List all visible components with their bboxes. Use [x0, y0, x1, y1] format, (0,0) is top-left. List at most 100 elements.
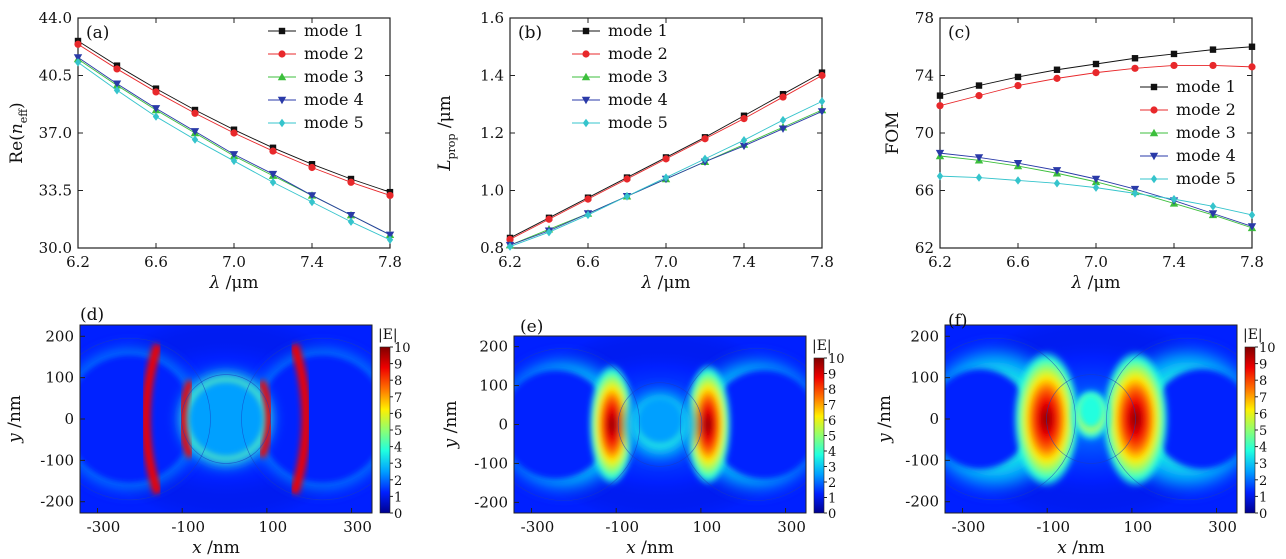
data-point [152, 112, 160, 121]
legend-entry: mode 1 [304, 21, 364, 40]
colorbar-tick-label: 1 [828, 492, 836, 507]
y-axis-label-unit: /nm [441, 401, 461, 439]
colorbar-title: |E| [378, 327, 398, 343]
data-point [113, 86, 121, 95]
x-tick-label: -100 [171, 518, 205, 536]
y-tick-label: 200 [910, 327, 939, 345]
y-axis-label-tail: ) [7, 102, 27, 109]
colorbar-tick-label: 9 [394, 358, 402, 373]
structure-outline [514, 348, 641, 501]
data-point [1053, 74, 1061, 82]
legend-entry: mode 3 [304, 67, 364, 86]
data-point [73, 54, 83, 62]
data-point [1131, 189, 1139, 198]
data-point [386, 191, 394, 200]
y-tick-label: -200 [905, 493, 939, 511]
colorbar-tick-label: 8 [828, 383, 836, 398]
colorbar-title: |E| [812, 338, 832, 354]
data-point [701, 154, 709, 164]
data-point [975, 82, 983, 89]
data-point [545, 215, 553, 223]
legend-entry: mode 5 [608, 113, 668, 132]
colorbar-tick-label: 4 [828, 445, 836, 460]
structure-outline [241, 337, 372, 501]
x-tick-label: 7.0 [222, 253, 246, 271]
y-axis-label: Lprop /μm [435, 95, 458, 172]
y-axis-label: FOM [883, 111, 903, 154]
x-axis-label-unit: /nm [1067, 538, 1105, 558]
x-axis-label-var: λ [640, 273, 652, 293]
y-axis-label-var: n [7, 123, 27, 134]
data-point [1131, 64, 1139, 72]
colorbar-tick-label: 7 [828, 399, 836, 414]
x-tick-label: 300 [1208, 518, 1237, 536]
y-tick-label: 0 [498, 416, 508, 434]
structure-outline [617, 382, 703, 467]
x-axis-label-var: x [1057, 538, 1067, 558]
y-tick-label: 1.0 [480, 182, 504, 200]
structure-outline [181, 374, 271, 464]
data-point [975, 173, 983, 182]
series-line [939, 155, 1253, 229]
panel-label: (a) [86, 23, 109, 43]
y-axis-label-unit: /nm [875, 395, 895, 433]
series-4 [73, 54, 395, 240]
x-tick-label: 100 [693, 518, 722, 536]
line-chart-panel: 6.2 6.6 7.0 7.4 7.8 62 66 70 74 78 (c) λ /μm FOM mode… [883, 9, 1264, 293]
data-point [1131, 55, 1139, 62]
data-point [1247, 223, 1257, 231]
legend-marker [1150, 106, 1158, 114]
hot-edge [179, 379, 194, 459]
x-tick-label: 300 [777, 518, 806, 536]
legend: mode 1 mode 2 mode 3 mode 4 mode 5 [268, 21, 364, 132]
y-tick-label: 74 [915, 67, 934, 85]
data-point [623, 175, 631, 183]
legend-marker [278, 118, 286, 128]
hot-edge [258, 379, 273, 459]
hot-lobe [588, 363, 635, 486]
legend-marker [1150, 83, 1158, 91]
y-axis-label-var: y [441, 438, 461, 449]
data-point [230, 129, 238, 137]
data-point [1209, 202, 1217, 211]
data-point [778, 125, 788, 133]
colorbar-title: |E| [1243, 327, 1263, 343]
x-tick-label: 100 [1124, 518, 1153, 536]
legend-marker [582, 118, 590, 128]
y-tick-label: 70 [915, 124, 934, 142]
data-point [1209, 46, 1217, 53]
colorbar-tick-label: 5 [394, 424, 402, 439]
data-point [1248, 210, 1256, 220]
data-point [1170, 61, 1178, 70]
y-tick-label: -100 [474, 454, 508, 472]
x-axis-label: λ /μm [208, 273, 258, 293]
x-tick-label: 7.4 [300, 253, 324, 271]
line-chart-panel: 6.2 6.6 7.0 7.4 7.8 30.0 33.5 37.0 40.5 44.0 (a) λ … [7, 9, 402, 293]
data-point [662, 155, 670, 163]
data-point [1091, 175, 1101, 184]
y-tick-label: 100 [479, 377, 508, 395]
side-core [1151, 368, 1237, 470]
x-axis-label: x /nm [192, 538, 240, 558]
data-point [113, 65, 121, 73]
data-point [385, 231, 395, 240]
series-5 [506, 97, 826, 251]
colorbar-tick-label: 10 [394, 341, 411, 356]
colorbar-tick-label: 2 [394, 474, 402, 489]
y-tick-label: 66 [915, 182, 934, 200]
data-point [936, 92, 944, 99]
legend-marker [582, 50, 590, 58]
data-point [269, 178, 277, 187]
x-axis-label-unit: /μm [652, 273, 690, 293]
y-axis-label-var: y [5, 433, 25, 444]
data-point [935, 149, 945, 158]
side-core [709, 369, 806, 480]
colorbar-tick-label: 7 [1259, 391, 1267, 406]
x-axis-label-unit: /μm [220, 273, 258, 293]
legend-marker [1149, 152, 1159, 161]
data-point [779, 93, 787, 101]
panel-label: (f) [948, 311, 968, 331]
legend-marker [1150, 174, 1158, 184]
